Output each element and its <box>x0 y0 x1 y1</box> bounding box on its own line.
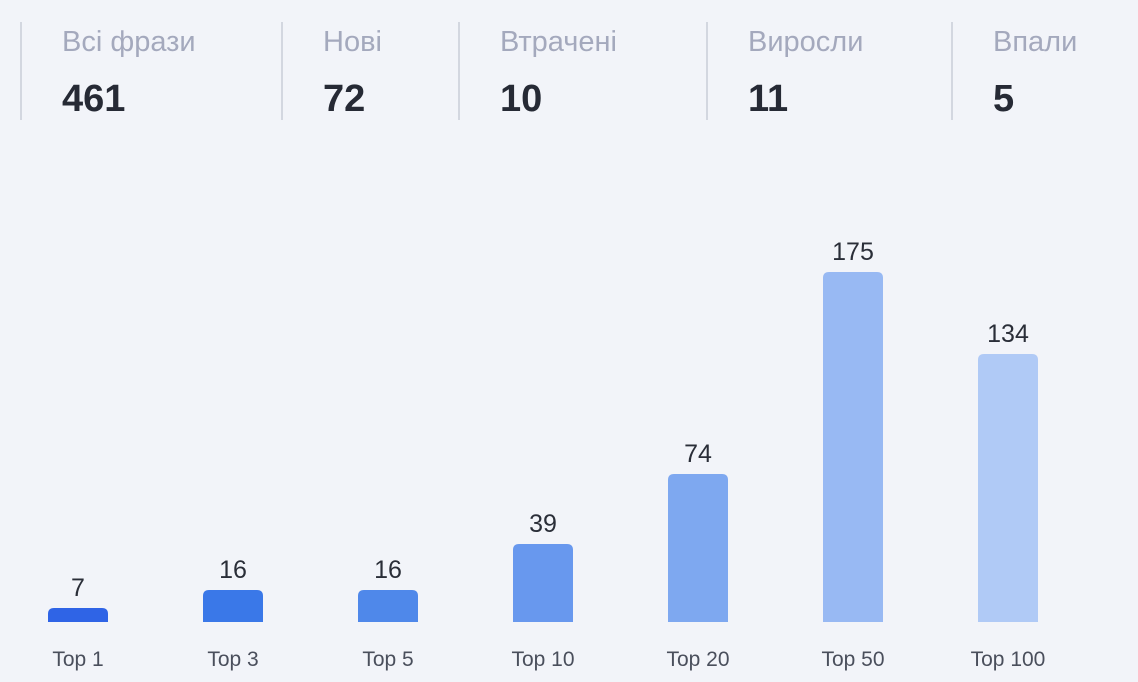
bar-group: 7 Top 1 <box>48 574 108 671</box>
stat-value: 10 <box>500 78 543 120</box>
stat-label: Нові <box>323 26 382 58</box>
stat-new: Нові 72 <box>281 22 459 120</box>
bar-group: 175 Top 50 <box>821 238 884 671</box>
bar[interactable] <box>358 590 418 622</box>
x-tick-label: Top 1 <box>52 648 103 671</box>
bar-group: 39 Top 10 <box>511 510 574 671</box>
x-tick-label: Top 20 <box>666 648 729 671</box>
stat-fell: Впали 5 <box>951 22 1131 120</box>
bar[interactable] <box>513 544 573 622</box>
bar[interactable] <box>978 354 1038 622</box>
bar-group: 16 Top 3 <box>203 556 263 671</box>
bar[interactable] <box>668 474 728 622</box>
stat-value: 461 <box>62 78 126 120</box>
x-tick-label: Top 3 <box>207 648 258 671</box>
x-tick-label: Top 10 <box>511 648 574 671</box>
stat-value: 5 <box>993 78 1015 120</box>
bar-group: 134 Top 100 <box>971 320 1046 671</box>
x-tick-label: Top 100 <box>971 648 1046 671</box>
bar-value-label: 7 <box>71 574 85 602</box>
stat-value: 11 <box>748 78 789 120</box>
stat-all-phrases: Всі фрази 461 <box>20 22 282 120</box>
bar[interactable] <box>203 590 263 622</box>
stat-lost: Втрачені 10 <box>458 22 707 120</box>
stat-grew: Виросли 11 <box>706 22 952 120</box>
stat-label: Впали <box>993 26 1078 58</box>
bar[interactable] <box>48 608 108 622</box>
bar-value-label: 134 <box>987 320 1029 348</box>
bar[interactable] <box>823 272 883 622</box>
stat-label: Втрачені <box>500 26 617 58</box>
bar-value-label: 74 <box>684 440 712 468</box>
stat-label: Виросли <box>748 26 864 58</box>
stat-value: 72 <box>323 78 366 120</box>
stats-bar: Всі фрази 461 Нові 72 Втрачені 10 Виросл… <box>0 0 1138 130</box>
x-tick-label: Top 50 <box>821 648 884 671</box>
bar-value-label: 39 <box>529 510 557 538</box>
bar-value-label: 175 <box>832 238 874 266</box>
stat-label: Всі фрази <box>62 26 196 58</box>
position-distribution-chart: 7 Top 1 16 Top 3 16 Top 5 39 Top 10 74 Top 20 175 T… <box>48 238 1046 671</box>
bar-group: 74 Top 20 <box>666 440 729 671</box>
bar-group: 16 Top 5 <box>358 556 418 671</box>
bar-value-label: 16 <box>219 556 247 584</box>
bar-value-label: 16 <box>374 556 402 584</box>
x-tick-label: Top 5 <box>362 648 413 671</box>
